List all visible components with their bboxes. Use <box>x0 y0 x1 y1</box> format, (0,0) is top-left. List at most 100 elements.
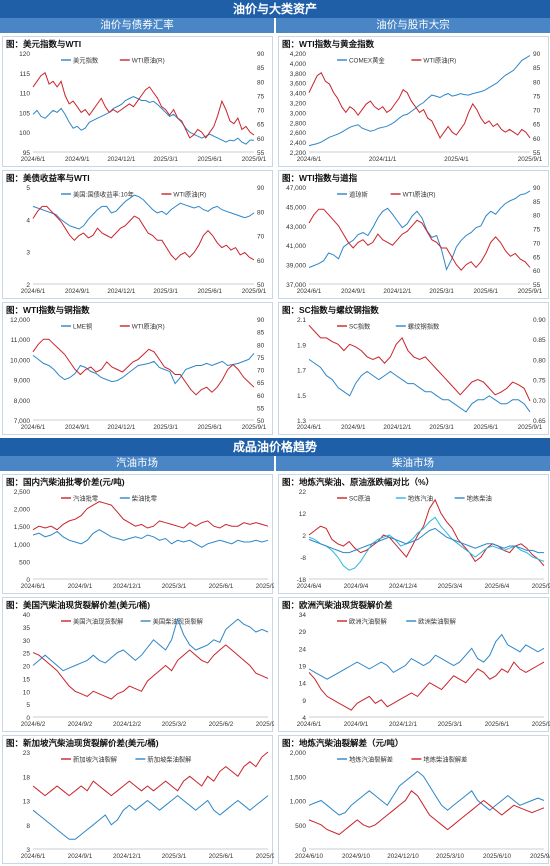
y2-tick-label: 60 <box>533 268 541 275</box>
series-line <box>32 96 254 145</box>
y-tick-label: 500 <box>19 559 30 566</box>
x-tick-label: 2024/6/1 <box>21 156 46 163</box>
y2-tick-label: 0.70 <box>533 398 546 405</box>
y-tick-label: 12,000 <box>10 317 30 324</box>
y2-tick-label: 65 <box>533 254 541 261</box>
x-tick-label: 2024/9/4 <box>344 583 369 590</box>
x-tick-label: 2024/12/1 <box>389 721 418 728</box>
y-tick-label: 3,200 <box>290 101 307 108</box>
legend-label: 道琼斯 <box>349 190 369 199</box>
chart-title: 图：美国汽柴油现货裂解价差(美元/桶) <box>6 600 151 610</box>
series-line <box>308 633 545 680</box>
legend-label: 地炼汽油裂解差 <box>349 755 393 764</box>
x-tick-label: 2024/9/1 <box>344 721 369 728</box>
legend-label: 柴油批零 <box>132 494 158 503</box>
y2-tick-label: 90 <box>257 185 265 192</box>
y-tick-label: 4,200 <box>290 51 307 58</box>
series-line <box>308 498 545 567</box>
series-line <box>32 352 255 385</box>
y-tick-label: 40 <box>23 612 31 619</box>
chart-title: 图：地炼汽柴油裂解差（元/吨） <box>282 738 404 748</box>
y-tick-label: -8 <box>300 555 306 562</box>
y-tick-label: 500 <box>295 823 306 830</box>
y2-tick-label: 85 <box>257 330 265 337</box>
series-line <box>308 55 531 147</box>
y2-tick-label: 70 <box>533 108 541 115</box>
chart-svg: 2.11.91.71.51.30.900.850.800.750.700.652… <box>297 317 546 431</box>
chart-panel-4: 47,000 45,000 43,000 41,000 39,000 37,000 90 85… <box>278 170 549 299</box>
y2-tick-label: 70 <box>257 234 265 241</box>
y-tick-label: 2,800 <box>290 120 307 127</box>
x-tick-label: 2025/6/4 <box>485 583 510 590</box>
x-tick-label: 2024/6/1 <box>21 288 46 295</box>
y2-tick-label: 0.75 <box>533 378 546 385</box>
x-tick-label: 2025/3/1 <box>438 721 463 728</box>
y-tick-label: 95 <box>23 150 31 157</box>
legend-label: 欧洲汽油裂解 <box>349 617 387 626</box>
legend-label: 美国:国债收益率:10年 <box>73 190 134 199</box>
chart-title: 图：欧洲汽柴油现货裂解价差 <box>282 600 393 610</box>
y2-tick-label: 55 <box>257 150 265 157</box>
y-tick-label: 2,000 <box>14 507 31 514</box>
y-tick-label: 43,000 <box>286 224 306 231</box>
series-line <box>32 751 269 797</box>
y-tick-label: 19 <box>299 664 307 671</box>
x-tick-label: 2025/9/4 <box>532 583 550 590</box>
y2-tick-label: 55 <box>533 150 541 157</box>
x-tick-label: 2024/9/1 <box>341 288 366 295</box>
legend-label: SC原油 <box>349 494 370 503</box>
y-tick-label: 2,400 <box>290 140 307 147</box>
y-tick-label: 2 <box>26 282 30 289</box>
y-tick-label: 2 <box>302 533 306 540</box>
series-line <box>32 72 255 139</box>
section-title-products: 成品油价格趋势 <box>0 438 550 456</box>
y-tick-label: 105 <box>19 110 30 117</box>
x-tick-label: 2025/6/1 <box>209 853 234 860</box>
y-tick-label: 37,000 <box>286 282 306 289</box>
y-tick-label: 115 <box>20 71 31 78</box>
series-line <box>308 661 545 711</box>
x-tick-label: 2024/12/1 <box>107 424 136 431</box>
series-line <box>32 794 269 840</box>
y2-tick-label: 0.85 <box>533 337 546 344</box>
x-tick-label: 2024/6/1 <box>21 583 46 590</box>
y-tick-label: 1,000 <box>14 542 31 549</box>
legend-label: WTI原油(R) <box>173 190 206 199</box>
x-tick-label: 2024/9/1 <box>68 853 93 860</box>
y-tick-label: -18 <box>297 577 307 584</box>
y-tick-label: 7,000 <box>14 418 31 425</box>
y-tick-label: 3,000 <box>290 110 307 117</box>
x-tick-label: 2024/9/1 <box>65 288 90 295</box>
y2-tick-label: 65 <box>533 122 541 129</box>
y-tick-label: 1.3 <box>297 418 306 425</box>
y-tick-label: 5 <box>26 185 30 192</box>
y-tick-label: 3 <box>26 847 30 854</box>
y-tick-label: 15 <box>23 676 31 683</box>
x-tick-label: 2025/9/1 <box>256 853 274 860</box>
y-tick-label: 35 <box>23 625 31 632</box>
y2-tick-label: 80 <box>257 342 265 349</box>
y-tick-label: 9 <box>302 698 306 705</box>
legend-label: WTI原油(R) <box>423 56 456 65</box>
y-tick-label: 4,000 <box>290 61 307 68</box>
y2-tick-label: 70 <box>257 108 265 115</box>
x-tick-label: 2025/6/1 <box>198 424 223 431</box>
y-tick-label: 29 <box>299 629 307 636</box>
legend-label: SC指数 <box>349 322 371 331</box>
legend-label: WTI原油(R) <box>403 190 436 199</box>
y2-tick-label: 80 <box>533 79 541 86</box>
x-tick-label: 2025/9/1 <box>256 583 274 590</box>
chart-title: 图：WTI指数与铜指数 <box>6 305 90 315</box>
x-tick-label: 2025/6/1 <box>474 288 499 295</box>
y-tick-label: 1.7 <box>297 368 306 375</box>
y2-tick-label: 75 <box>257 93 265 100</box>
y-tick-label: 22 <box>299 489 307 496</box>
y2-tick-label: 75 <box>533 93 541 100</box>
x-tick-label: 2025/6/1 <box>198 288 223 295</box>
series-line <box>308 190 531 271</box>
x-tick-label: 2024/12/1 <box>113 583 142 590</box>
y2-tick-label: 70 <box>533 240 541 247</box>
y2-tick-label: 55 <box>533 282 541 289</box>
